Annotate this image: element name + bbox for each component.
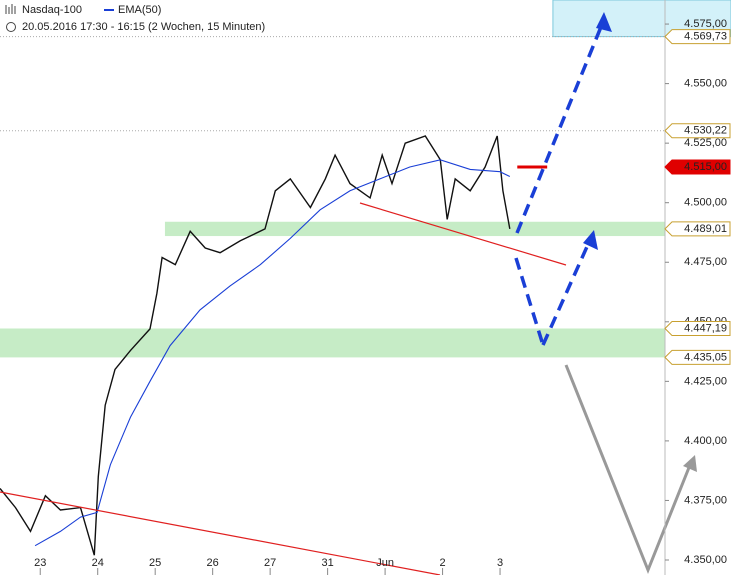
zone: [0, 328, 665, 358]
x-tick-label: 25: [149, 557, 161, 569]
price-label-box: [664, 320, 731, 336]
y-tick-label: 4.425,00: [684, 375, 727, 387]
price-label: 4.447,19: [684, 322, 727, 334]
annotations: [0, 12, 697, 575]
arrow: [515, 21, 605, 234]
price-label: 4.530,22: [684, 125, 727, 137]
chart-title: Nasdaq-100: [22, 4, 82, 16]
arrow-head: [683, 455, 697, 472]
arrow: [541, 239, 592, 346]
x-tick-label: Jun: [376, 557, 394, 569]
plot: [0, 135, 548, 556]
arrow: [514, 257, 545, 346]
subtitle: 20.05.2016 17:30 - 16:15 (2 Wochen, 15 M…: [22, 21, 265, 33]
clock-icon: [6, 22, 16, 32]
y-tick-label: 4.400,00: [684, 435, 727, 447]
x-tick-label: 26: [207, 557, 219, 569]
price-label: 4.569,73: [684, 31, 727, 43]
trend-line: [0, 491, 441, 575]
trend-line: [359, 202, 567, 266]
price-label-box: [664, 221, 731, 237]
x-tick-label: 3: [497, 557, 503, 569]
x-tick-label: 31: [321, 557, 333, 569]
price-line: [0, 135, 511, 556]
ema-line: [34, 159, 511, 547]
price-label-box: [664, 29, 731, 45]
price-label: 4.435,05: [684, 351, 727, 363]
x-tick-label: 2: [440, 557, 446, 569]
y-tick-label: 4.525,00: [684, 137, 727, 149]
chart-icon: [5, 4, 16, 14]
arrow-head: [596, 12, 612, 32]
price-label-box: [664, 159, 731, 175]
x-tick-label: 24: [92, 557, 104, 569]
price-label: 4.489,01: [684, 223, 727, 235]
y-tick-label: 4.500,00: [684, 197, 727, 209]
legend-label: EMA(50): [118, 4, 161, 16]
zone: [164, 221, 665, 237]
price-label: 4.515,00: [684, 161, 727, 173]
price-label-box: [664, 349, 731, 365]
header: Nasdaq-100 EMA(50) 20.05.2016 17:30 - 16…: [5, 4, 265, 33]
y-tick-label: 4.375,00: [684, 494, 727, 506]
y-tick-label: 4.575,00: [684, 18, 727, 30]
zones: [0, 0, 731, 358]
x-tick-label: 27: [264, 557, 276, 569]
x-tick-label: 23: [34, 557, 46, 569]
y-tick-label: 4.475,00: [684, 256, 727, 268]
y-tick-label: 4.550,00: [684, 78, 727, 90]
axis: 4.350,004.375,004.400,004.425,004.450,00…: [34, 18, 731, 575]
y-tick-label: 4.350,00: [684, 554, 727, 566]
price-label-box: [664, 123, 731, 139]
arrow: [564, 364, 692, 575]
arrow-head: [583, 230, 598, 250]
